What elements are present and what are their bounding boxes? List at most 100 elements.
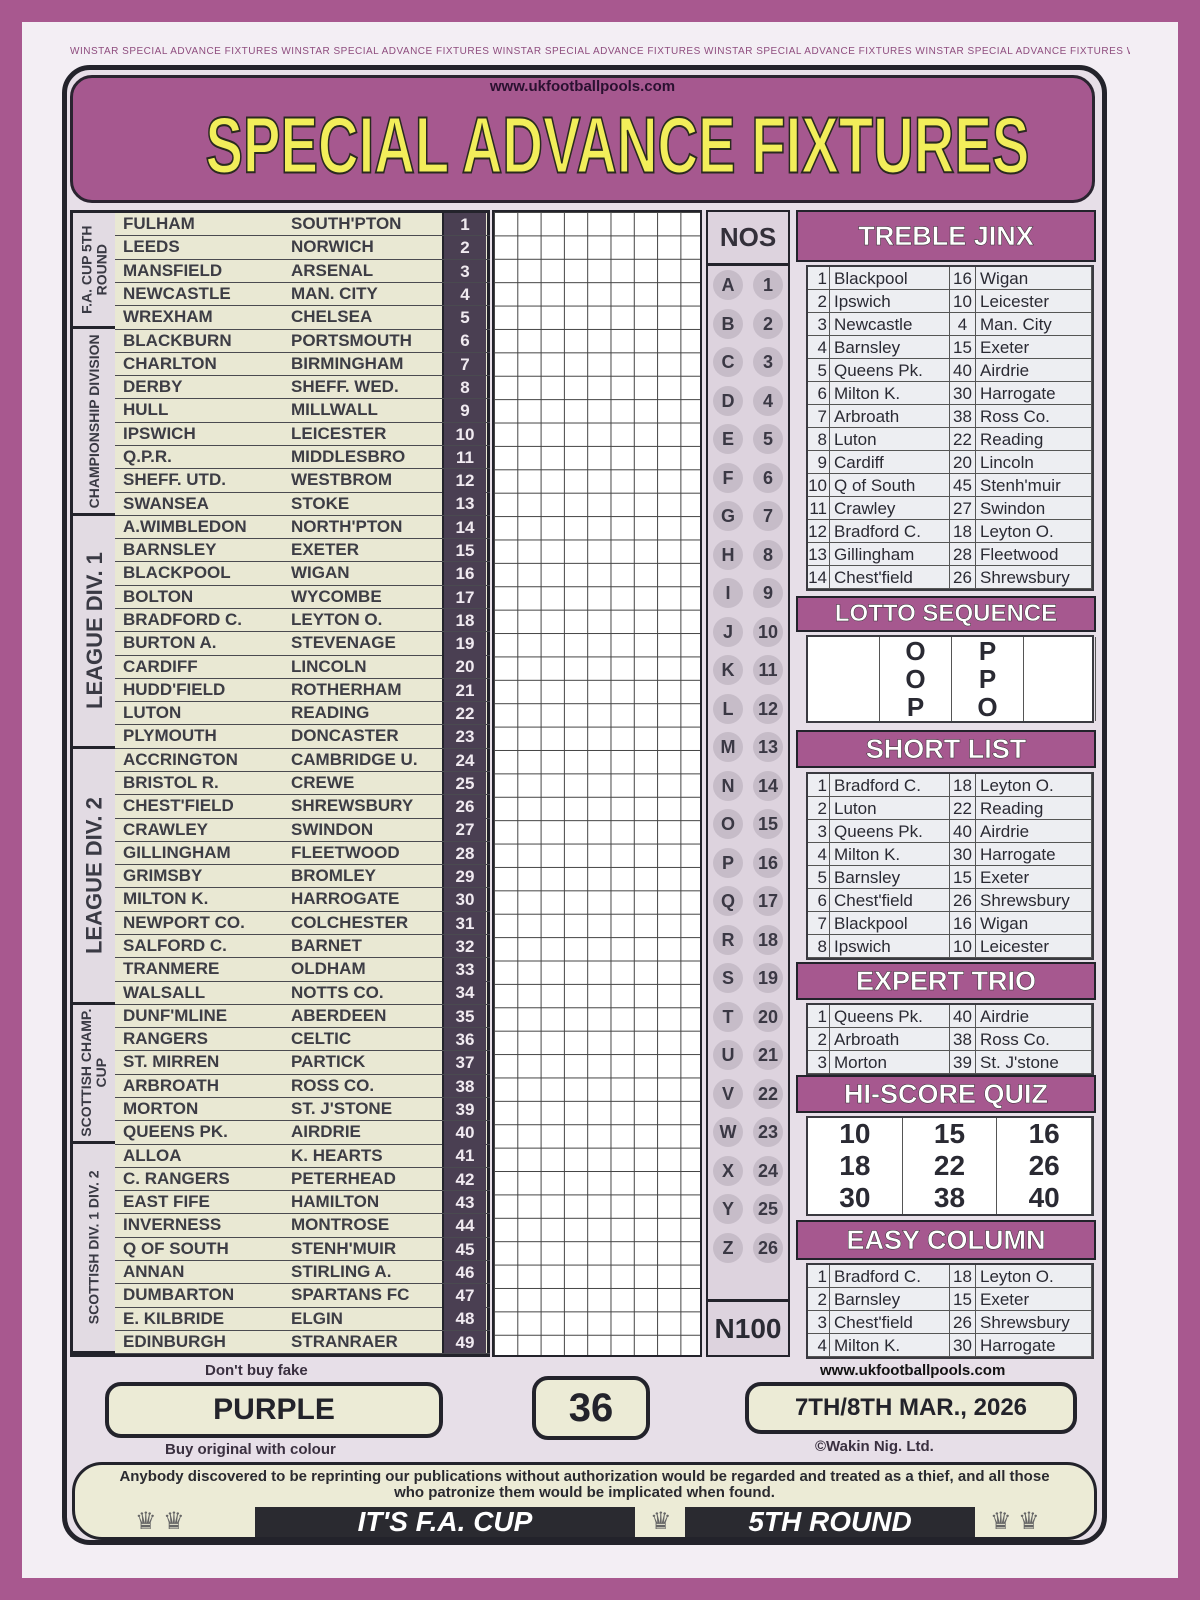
header-url[interactable]: www.ukfootballpools.com — [489, 78, 676, 95]
section-label: SCOTTISH DIV. 1 DIV. 2 — [73, 1144, 115, 1354]
fixture-row[interactable]: A.WIMBLEDON NORTH'PTON 14 — [115, 515, 490, 540]
fixture-row[interactable]: MILTON K. HARROGATE 30 — [115, 888, 490, 912]
fixture-row[interactable]: CARDIFF LINCOLN 20 — [115, 655, 490, 679]
fixture-row[interactable]: BOLTON WYCOMBE 17 — [115, 585, 490, 609]
fixture-row[interactable]: RANGERS CELTIC 36 — [115, 1028, 490, 1052]
fixture-row[interactable]: HULL MILLWALL 9 — [115, 399, 490, 423]
footer-url[interactable]: www.ukfootballpools.com — [820, 1362, 1006, 1379]
fixture-row[interactable]: TRANMERE OLDHAM 33 — [115, 958, 490, 982]
fixture-row[interactable]: LEEDS NORWICH 2 — [115, 236, 490, 260]
fixture-row[interactable]: CRAWLEY SWINDON 27 — [115, 818, 490, 842]
away-team: NORTH'PTON — [291, 516, 403, 536]
fixture-number: 17 — [442, 585, 486, 608]
fixture-row[interactable]: WREXHAM CHELSEA 5 — [115, 306, 490, 330]
fixture-row[interactable]: QUEENS PK. AIRDRIE 40 — [115, 1121, 490, 1145]
fixture-row[interactable]: PLYMOUTH DONCASTER 23 — [115, 725, 490, 749]
away-team: WYCOMBE — [291, 586, 382, 606]
team-name: Exeter — [976, 866, 1092, 888]
fixture-row[interactable]: BURTON A. STEVENAGE 19 — [115, 632, 490, 656]
fixture-row[interactable]: C. RANGERS PETERHEAD 42 — [115, 1167, 490, 1192]
fixture-row[interactable]: BLACKBURN PORTSMOUTH 6 — [115, 329, 490, 353]
fixture-number: 6 — [442, 329, 486, 352]
fixture-row[interactable]: GILLINGHAM FLEETWOOD 28 — [115, 841, 490, 866]
fixture-row[interactable]: ST. MIRREN PARTICK 37 — [115, 1051, 490, 1075]
fixture-row[interactable]: IPSWICH LEICESTER 10 — [115, 422, 490, 446]
fixture-row[interactable]: FULHAM SOUTH'PTON 1 — [115, 213, 490, 237]
fixture-row[interactable]: INVERNESS MONTROSE 44 — [115, 1214, 490, 1238]
team-name: Queens Pk. — [830, 820, 950, 842]
pick-number: 1 — [808, 1265, 830, 1287]
fixture-number: 19 — [442, 632, 486, 655]
hi-score-number: 10 — [808, 1118, 903, 1150]
coupon-marking-grid[interactable] — [492, 210, 702, 1357]
home-team: IPSWICH — [123, 423, 196, 443]
pick-number: 2 — [808, 1028, 830, 1050]
fixture-row[interactable]: ACCRINGTON CAMBRIDGE U. 24 — [115, 748, 490, 772]
nos-row: O 15 — [708, 805, 788, 844]
pick-number: 8 — [808, 428, 830, 450]
fixture-row[interactable]: SWANSEA STOKE 13 — [115, 492, 490, 516]
fixture-row[interactable]: NEWCASTLE MAN. CITY 4 — [115, 282, 490, 307]
fixture-number: 18 — [442, 608, 486, 632]
nos-row: M 13 — [708, 728, 788, 767]
fixture-row[interactable]: BRISTOL R. CREWE 25 — [115, 771, 490, 796]
fixture-row[interactable]: SHEFF. UTD. WESTBROM 12 — [115, 469, 490, 493]
header-banner: www.ukfootballpools.com SPECIAL ADVANCE … — [70, 75, 1095, 203]
team-name: Barnsley — [830, 1288, 950, 1310]
nos-letter: Y — [713, 1194, 743, 1225]
fixture-row[interactable]: E. KILBRIDE ELGIN 48 — [115, 1307, 490, 1331]
list-row: 7 Arbroath 38 Ross Co. — [808, 405, 1092, 428]
section-label-text: LEAGUE DIV. 2 — [81, 796, 107, 954]
fixture-row[interactable]: DUMBARTON SPARTANS FC 47 — [115, 1284, 490, 1308]
fixture-row[interactable]: EDINBURGH STRANRAER 49 — [115, 1330, 490, 1355]
fixture-number: 47 — [442, 1284, 486, 1307]
list-row: 2 Barnsley 15 Exeter — [808, 1288, 1092, 1311]
fixture-number: 41 — [442, 1144, 486, 1167]
fixture-row[interactable]: BLACKPOOL WIGAN 16 — [115, 562, 490, 586]
fixture-row[interactable]: MORTON ST. J'STONE 39 — [115, 1097, 490, 1122]
fixture-row[interactable]: ARBROATH ROSS CO. 38 — [115, 1074, 490, 1098]
fixture-row[interactable]: BRADFORD C. LEYTON O. 18 — [115, 608, 490, 633]
fixture-number: 13 — [442, 492, 486, 515]
fixture-row[interactable]: CHEST'FIELD SHREWSBURY 26 — [115, 795, 490, 819]
fixture-row[interactable]: Q.P.R. MIDDLESBRO 11 — [115, 445, 490, 470]
away-team: CHELSEA — [291, 307, 373, 327]
nos-number: 26 — [753, 1232, 783, 1263]
away-team: ELGIN — [291, 1308, 343, 1328]
fixture-row[interactable]: HUDD'FIELD ROTHERHAM 21 — [115, 678, 490, 703]
team-name: Chest'field — [830, 889, 950, 911]
away-team: STRANRAER — [291, 1331, 398, 1351]
nos-number: 11 — [753, 655, 783, 686]
easy-column-title: EASY COLUMN — [796, 1220, 1096, 1260]
fixture-row[interactable]: BARNSLEY EXETER 15 — [115, 539, 490, 563]
away-team: NOTTS CO. — [291, 982, 384, 1002]
away-team: PORTSMOUTH — [291, 330, 412, 350]
nos-letter: D — [713, 385, 743, 416]
fixture-row[interactable]: WALSALL NOTTS CO. 34 — [115, 981, 490, 1005]
fixture-row[interactable]: GRIMSBY BROMLEY 29 — [115, 865, 490, 889]
fixture-row[interactable]: SALFORD C. BARNET 32 — [115, 934, 490, 959]
nos-footer: N100 — [708, 1299, 788, 1355]
fixture-row[interactable]: EAST FIFE HAMILTON 43 — [115, 1191, 490, 1215]
fixture-row[interactable]: DERBY SHEFF. WED. 8 — [115, 376, 490, 400]
nos-letter: I — [713, 578, 743, 609]
fixture-number: 34 — [442, 981, 486, 1004]
fixture-row[interactable]: CHARLTON BIRMINGHAM 7 — [115, 352, 490, 377]
fixture-row[interactable]: MANSFIELD ARSENAL 3 — [115, 259, 490, 283]
team-name: Wigan — [976, 912, 1092, 934]
nos-letter: P — [713, 847, 743, 878]
fixture-row[interactable]: Q OF SOUTH STENH'MUIR 45 — [115, 1237, 490, 1261]
fixture-number: 27 — [442, 818, 486, 841]
fixture-row[interactable]: LUTON READING 22 — [115, 702, 490, 726]
away-team: SPARTANS FC — [291, 1285, 410, 1305]
team-name: Harrogate — [976, 382, 1092, 404]
fixture-row[interactable]: ANNAN STIRLING A. 46 — [115, 1260, 490, 1285]
list-row: 1 Bradford C. 18 Leyton O. — [808, 774, 1092, 797]
fixture-row[interactable]: DUNF'MLINE ABERDEEN 35 — [115, 1004, 490, 1029]
fixture-row[interactable]: NEWPORT CO. COLCHESTER 31 — [115, 911, 490, 935]
hi-score-number: 16 — [997, 1118, 1092, 1150]
expert-trio-table: 1 Queens Pk. 40 Airdrie 2 Arbroath 38 Ross Co. 3… — [806, 1003, 1094, 1076]
section-label-text: CHAMPIONSHIP DIVISION — [85, 334, 102, 509]
fixture-row[interactable]: ALLOA K. HEARTS 41 — [115, 1144, 490, 1168]
list-row: 6 Chest'field 26 Shrewsbury — [808, 889, 1092, 912]
